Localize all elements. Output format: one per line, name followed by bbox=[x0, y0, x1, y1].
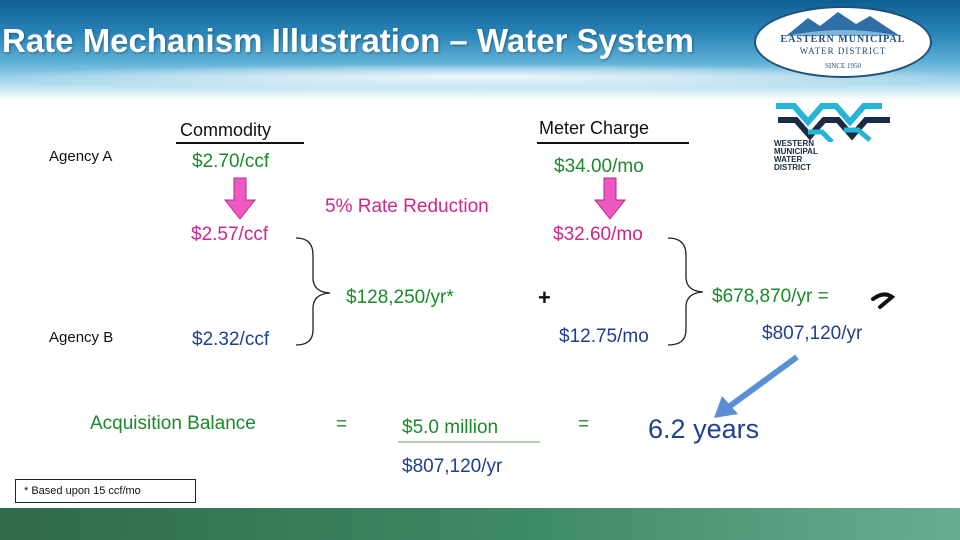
wmwd-logo: WESTERN MUNICIPAL WATER DISTRICT bbox=[774, 102, 898, 178]
commodity-brace bbox=[295, 237, 331, 346]
mountain-icon bbox=[786, 12, 900, 36]
equals-sign-2: = bbox=[578, 414, 590, 435]
total-annual-amount: $807,120/yr bbox=[762, 323, 863, 344]
acquisition-balance-label: Acquisition Balance bbox=[90, 413, 256, 434]
payback-years-unit: years bbox=[693, 414, 760, 444]
agency-a-label: Agency A bbox=[49, 148, 113, 165]
meter-annual-amount: $678,870/yr = bbox=[712, 286, 829, 307]
wmwd-logo-text: WESTERN MUNICIPAL WATER DISTRICT bbox=[774, 139, 818, 172]
commodity-annual-amount: $128,250/yr* bbox=[346, 287, 454, 308]
rate-reduction-label: 5% Rate Reduction bbox=[325, 196, 489, 217]
commodity-header: Commodity bbox=[180, 120, 272, 140]
meter-down-arrow-icon bbox=[593, 177, 627, 220]
emwd-logo-since: SINCE 1950 bbox=[825, 62, 861, 70]
commodity-agency-a-rate: $2.70/ccf bbox=[192, 151, 270, 172]
slide-title: Rate Mechanism Illustration – Water Syst… bbox=[2, 22, 694, 59]
footer-band bbox=[0, 508, 960, 540]
emwd-logo-line1: EASTERN MUNICIPAL bbox=[780, 34, 906, 45]
commodity-reduced-rate: $2.57/ccf bbox=[191, 224, 269, 245]
meter-agency-a-rate: $34.00/mo bbox=[554, 156, 644, 177]
meter-charge-header-underline bbox=[537, 142, 689, 144]
meter-charge-header: Meter Charge bbox=[539, 118, 650, 138]
result-arrow-icon bbox=[714, 354, 799, 418]
meter-brace bbox=[667, 237, 704, 346]
payback-result: 6.2 years bbox=[648, 414, 759, 445]
commodity-agency-b-rate: $2.32/ccf bbox=[192, 329, 270, 350]
commodity-down-arrow-icon bbox=[223, 177, 257, 220]
acquisition-numerator: $5.0 million bbox=[402, 417, 499, 438]
agency-b-label: Agency B bbox=[49, 329, 114, 346]
footnote-box: * Based upon 15 ccf/mo bbox=[15, 479, 196, 503]
acquisition-denominator: $807,120/yr bbox=[402, 456, 503, 477]
wave-icon bbox=[776, 103, 890, 142]
plus-sign: + bbox=[538, 285, 551, 310]
meter-agency-b-rate: $12.75/mo bbox=[559, 326, 649, 347]
emwd-logo-line2: WATER DISTRICT bbox=[799, 46, 887, 56]
footnote-text: * Based upon 15 ccf/mo bbox=[24, 485, 141, 497]
equals-sign-1: = bbox=[336, 414, 348, 435]
emwd-logo: EASTERN MUNICIPAL WATER DISTRICT SINCE 1… bbox=[754, 6, 932, 78]
squiggle-arrow-icon bbox=[871, 292, 896, 309]
meter-reduced-rate: $32.60/mo bbox=[553, 224, 643, 245]
payback-years-value: 6.2 bbox=[648, 414, 686, 444]
commodity-header-underline bbox=[176, 142, 304, 144]
